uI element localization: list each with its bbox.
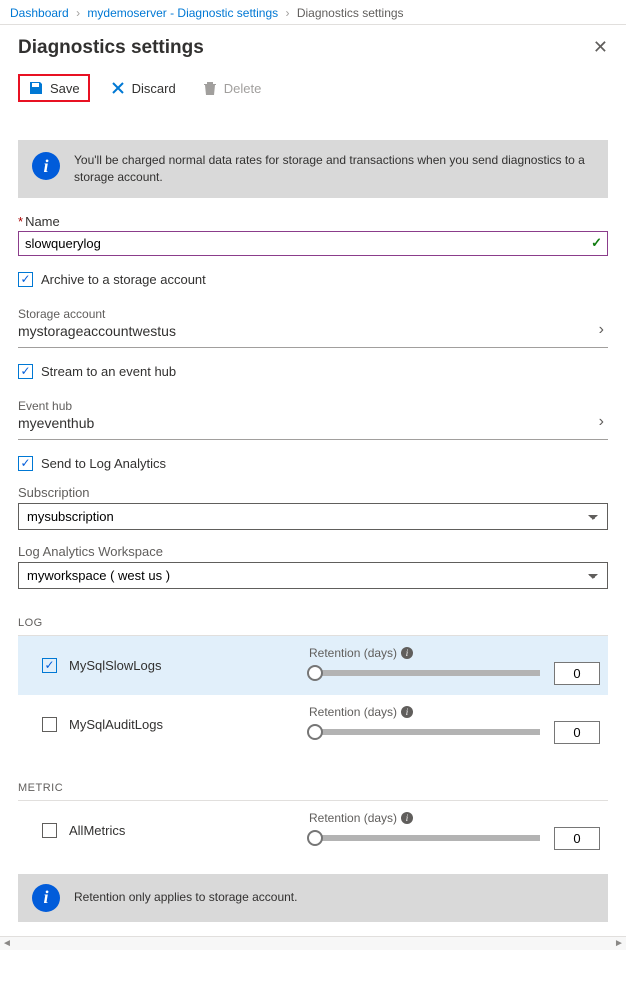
retention-slider[interactable]	[309, 729, 540, 735]
retention-slider[interactable]	[309, 835, 540, 841]
info-icon: i	[401, 706, 413, 718]
discard-button[interactable]: Discard	[104, 76, 182, 100]
loganalytics-checkbox[interactable]	[18, 456, 33, 471]
storage-account-picker[interactable]: Storage account mystorageaccountwestus ›	[18, 301, 608, 348]
retention-slider[interactable]	[309, 670, 540, 676]
subscription-field: Subscription mysubscription	[18, 485, 608, 530]
archive-checkbox-row: Archive to a storage account	[18, 272, 608, 287]
chevron-right-icon: ›	[285, 6, 289, 20]
log-checkbox-auditlogs[interactable]	[42, 717, 57, 732]
slider-thumb[interactable]	[307, 724, 323, 740]
metric-name: AllMetrics	[69, 823, 309, 838]
log-name: MySqlAuditLogs	[69, 717, 309, 732]
retention-value-input[interactable]	[554, 721, 600, 744]
chevron-right-icon: ›	[599, 321, 608, 339]
loganalytics-checkbox-row: Send to Log Analytics	[18, 456, 608, 471]
breadcrumb-current: Diagnostics settings	[297, 6, 404, 20]
stream-label: Stream to an event hub	[41, 364, 176, 379]
info-icon: i	[32, 884, 60, 912]
storage-picker-value: mystorageaccountwestus	[18, 323, 176, 339]
workspace-label: Log Analytics Workspace	[18, 544, 608, 559]
page-title: Diagnostics settings	[18, 37, 204, 59]
eventhub-picker-value: myeventhub	[18, 415, 94, 431]
breadcrumb-link-dashboard[interactable]: Dashboard	[10, 6, 69, 20]
scroll-right-icon[interactable]: ►	[612, 937, 626, 951]
name-input[interactable]	[18, 231, 608, 256]
retention-value-input[interactable]	[554, 827, 600, 850]
retention-label: Retention (days) i	[309, 705, 600, 719]
scroll-left-icon[interactable]: ◄	[0, 937, 14, 951]
retention-label: Retention (days) i	[309, 811, 600, 825]
info-icon: i	[32, 152, 60, 180]
save-button[interactable]: Save	[18, 74, 90, 102]
info-banner-text: You'll be charged normal data rates for …	[74, 152, 594, 186]
eventhub-picker-label: Event hub	[18, 399, 94, 413]
archive-label: Archive to a storage account	[41, 272, 206, 287]
chevron-right-icon: ›	[76, 6, 80, 20]
info-banner-charge: i You'll be charged normal data rates fo…	[18, 140, 608, 198]
storage-picker-label: Storage account	[18, 307, 176, 321]
log-row-auditlogs: MySqlAuditLogs Retention (days) i	[18, 695, 608, 754]
metric-section-header: METRIC	[18, 782, 608, 801]
log-row-slowlogs: MySqlSlowLogs Retention (days) i	[18, 636, 608, 695]
name-field: *Name ✓	[18, 214, 608, 256]
info-banner-text: Retention only applies to storage accoun…	[74, 889, 297, 906]
save-label: Save	[50, 81, 80, 96]
slider-thumb[interactable]	[307, 665, 323, 681]
breadcrumb-link-server[interactable]: mydemoserver - Diagnostic settings	[87, 6, 278, 20]
discard-icon	[110, 80, 126, 96]
info-banner-retention: i Retention only applies to storage acco…	[18, 874, 608, 922]
log-section-header: LOG	[18, 617, 608, 636]
page-header: Diagnostics settings ✕	[0, 25, 626, 68]
valid-check-icon: ✓	[591, 235, 602, 251]
stream-checkbox-row: Stream to an event hub	[18, 364, 608, 379]
chevron-right-icon: ›	[599, 413, 608, 431]
delete-label: Delete	[224, 81, 262, 96]
breadcrumb: Dashboard › mydemoserver - Diagnostic se…	[0, 0, 626, 25]
retention-value-input[interactable]	[554, 662, 600, 685]
info-icon: i	[401, 647, 413, 659]
close-icon[interactable]: ✕	[589, 33, 612, 62]
toolbar: Save Discard Delete	[0, 68, 626, 110]
log-name: MySqlSlowLogs	[69, 658, 309, 673]
metric-row-allmetrics: AllMetrics Retention (days) i	[18, 801, 608, 860]
name-label: *Name	[18, 214, 608, 229]
subscription-select[interactable]: mysubscription	[18, 503, 608, 530]
retention-label: Retention (days) i	[309, 646, 600, 660]
stream-checkbox[interactable]	[18, 364, 33, 379]
metric-checkbox-allmetrics[interactable]	[42, 823, 57, 838]
info-icon: i	[401, 812, 413, 824]
subscription-label: Subscription	[18, 485, 608, 500]
loganalytics-label: Send to Log Analytics	[41, 456, 166, 471]
archive-checkbox[interactable]	[18, 272, 33, 287]
save-icon	[28, 80, 44, 96]
workspace-field: Log Analytics Workspace myworkspace ( we…	[18, 544, 608, 589]
horizontal-scrollbar[interactable]: ◄ ►	[0, 936, 626, 950]
slider-thumb[interactable]	[307, 830, 323, 846]
eventhub-picker[interactable]: Event hub myeventhub ›	[18, 393, 608, 440]
delete-button[interactable]: Delete	[196, 76, 268, 100]
delete-icon	[202, 80, 218, 96]
log-checkbox-slowlogs[interactable]	[42, 658, 57, 673]
workspace-select[interactable]: myworkspace ( west us )	[18, 562, 608, 589]
discard-label: Discard	[132, 81, 176, 96]
